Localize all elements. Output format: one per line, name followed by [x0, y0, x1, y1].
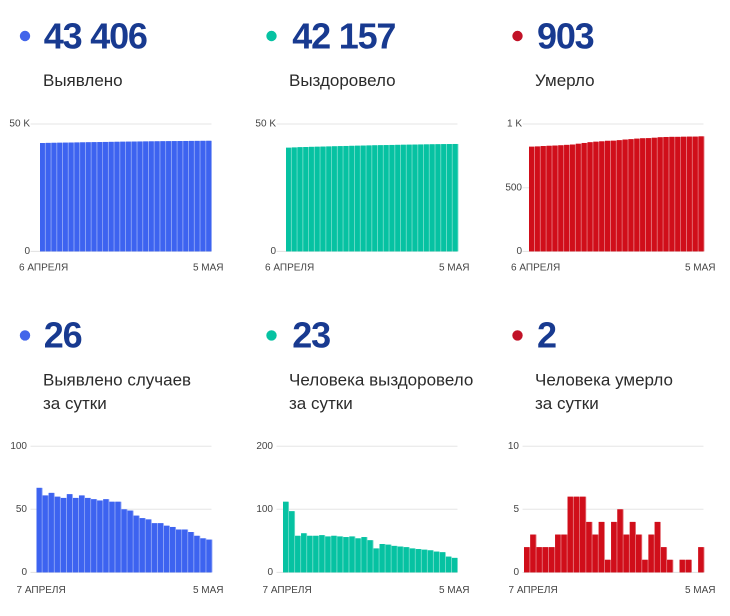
svg-text:26: 26	[44, 315, 82, 356]
svg-text:903: 903	[537, 15, 594, 56]
svg-text:5 МАЯ: 5 МАЯ	[193, 262, 224, 273]
svg-text:23: 23	[292, 315, 330, 356]
svg-text:Человека умерло: Человека умерло	[535, 371, 673, 390]
svg-text:7 АПРЕЛЯ: 7 АПРЕЛЯ	[17, 585, 66, 596]
svg-text:Умерло: Умерло	[535, 71, 595, 90]
svg-text:5 МАЯ: 5 МАЯ	[685, 262, 716, 273]
svg-text:2: 2	[537, 315, 556, 356]
svg-text:5 МАЯ: 5 МАЯ	[193, 585, 224, 596]
svg-text:200: 200	[256, 441, 273, 452]
svg-text:0: 0	[270, 246, 276, 257]
svg-text:Выявлено: Выявлено	[43, 71, 123, 90]
svg-text:7 АПРЕЛЯ: 7 АПРЕЛЯ	[263, 585, 312, 596]
svg-text:5 МАЯ: 5 МАЯ	[685, 585, 716, 596]
svg-text:Выявлено случаев: Выявлено случаев	[43, 371, 191, 390]
svg-text:43 406: 43 406	[44, 15, 147, 56]
svg-text:500: 500	[505, 182, 522, 193]
svg-text:5: 5	[513, 504, 519, 515]
svg-text:5 МАЯ: 5 МАЯ	[439, 585, 470, 596]
svg-text:0: 0	[21, 567, 27, 578]
svg-text:за сутки: за сутки	[535, 394, 599, 413]
svg-text:5 МАЯ: 5 МАЯ	[439, 262, 470, 273]
svg-text:7 АПРЕЛЯ: 7 АПРЕЛЯ	[509, 585, 558, 596]
svg-text:6 АПРЕЛЯ: 6 АПРЕЛЯ	[511, 262, 560, 273]
svg-text:0: 0	[513, 567, 519, 578]
svg-text:за сутки: за сутки	[289, 394, 353, 413]
svg-text:50 K: 50 K	[9, 119, 30, 130]
svg-text:Выздоровело: Выздоровело	[289, 71, 396, 90]
svg-text:0: 0	[516, 246, 522, 257]
svg-text:1 K: 1 K	[507, 119, 522, 130]
svg-text:50: 50	[16, 504, 28, 515]
svg-text:100: 100	[256, 504, 273, 515]
svg-text:Человека выздоровело: Человека выздоровело	[289, 371, 473, 390]
svg-text:за сутки: за сутки	[43, 394, 107, 413]
svg-text:100: 100	[10, 441, 27, 452]
svg-text:6 АПРЕЛЯ: 6 АПРЕЛЯ	[265, 262, 314, 273]
svg-text:0: 0	[267, 567, 273, 578]
svg-text:6 АПРЕЛЯ: 6 АПРЕЛЯ	[19, 262, 68, 273]
svg-text:10: 10	[508, 441, 520, 452]
svg-text:0: 0	[24, 246, 30, 257]
svg-text:42 157: 42 157	[292, 15, 395, 56]
svg-text:50 K: 50 K	[255, 119, 276, 130]
